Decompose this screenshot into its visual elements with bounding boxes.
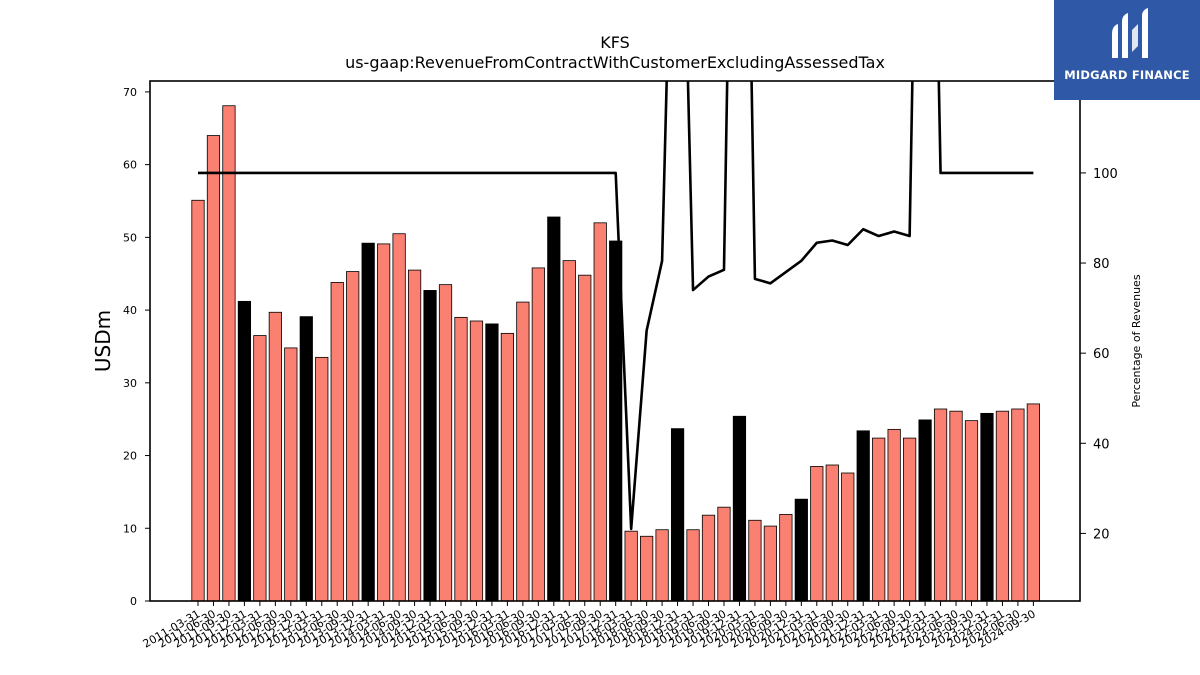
bar <box>701 514 716 602</box>
bar <box>980 412 994 602</box>
bar <box>361 242 375 602</box>
y-tick-label: 60 <box>123 159 137 172</box>
bar <box>315 356 329 602</box>
bar <box>299 316 313 602</box>
bar <box>206 135 221 602</box>
y-tick-label: 40 <box>123 304 137 317</box>
y2-tick-label: 80 <box>1093 257 1110 272</box>
series-line <box>198 81 1034 531</box>
bar <box>438 284 453 602</box>
bar <box>485 323 499 602</box>
bar <box>268 311 282 602</box>
bar <box>779 514 793 602</box>
bar <box>624 530 638 602</box>
bar <box>222 105 236 602</box>
bar <box>454 316 468 602</box>
y-axis-label: USDm <box>91 310 115 372</box>
bar <box>330 282 344 602</box>
bar <box>856 430 870 602</box>
bar <box>964 420 979 602</box>
bar <box>732 415 747 602</box>
bar <box>531 267 545 602</box>
y-tick-label: 70 <box>123 86 137 99</box>
y2-tick-label: 100 <box>1093 167 1118 182</box>
bar <box>640 535 654 602</box>
bar <box>748 519 762 602</box>
bar <box>578 274 592 602</box>
chart-title: KFS <box>600 33 630 52</box>
plot-frame <box>149 80 1081 602</box>
bar <box>562 260 576 602</box>
bar <box>407 269 422 602</box>
bar <box>191 199 205 602</box>
bar <box>500 332 515 602</box>
bar <box>918 419 932 602</box>
bar <box>392 233 406 602</box>
bar <box>346 271 360 602</box>
bar <box>1026 403 1040 602</box>
y2-tick-label: 40 <box>1093 437 1110 452</box>
bar <box>593 222 607 602</box>
bar <box>655 529 669 602</box>
bar <box>686 529 700 602</box>
bar <box>469 320 484 602</box>
chart-subtitle: us-gaap:RevenueFromContractWithCustomerE… <box>345 53 885 72</box>
bar <box>763 525 777 602</box>
midgard-logo-icon <box>1112 8 1148 58</box>
bar <box>933 408 948 602</box>
bar <box>995 410 1010 602</box>
bar <box>670 428 685 602</box>
bar <box>872 437 886 602</box>
bar <box>810 466 824 602</box>
bar <box>903 437 917 602</box>
bar <box>841 472 855 602</box>
y2-tick-label: 20 <box>1093 527 1110 542</box>
y-tick-label: 30 <box>123 377 137 390</box>
bar <box>516 301 530 602</box>
axes-layer: 010203040506070204060801002011-03-312011… <box>123 80 1118 651</box>
brand-name: MIDGARD FINANCE <box>1064 68 1190 82</box>
y-tick-label: 10 <box>123 522 137 535</box>
bar <box>1011 408 1025 602</box>
y-tick-label: 0 <box>130 595 137 608</box>
bar <box>423 290 437 602</box>
y2-tick-label: 60 <box>1093 347 1110 362</box>
bar <box>794 498 808 602</box>
bar <box>547 216 561 602</box>
y-tick-label: 50 <box>123 231 137 244</box>
bar <box>717 506 731 602</box>
y-tick-label: 20 <box>123 450 137 463</box>
line-layer <box>198 81 1034 531</box>
bar <box>377 243 391 602</box>
bar <box>887 428 901 602</box>
bar <box>237 300 252 602</box>
y2-axis-label: Percentage of Revenues <box>1130 274 1143 407</box>
bar <box>949 410 963 602</box>
brand-logo: MIDGARD FINANCE <box>1054 0 1200 100</box>
bar <box>253 335 267 602</box>
bar <box>284 347 298 602</box>
bar <box>825 464 839 602</box>
